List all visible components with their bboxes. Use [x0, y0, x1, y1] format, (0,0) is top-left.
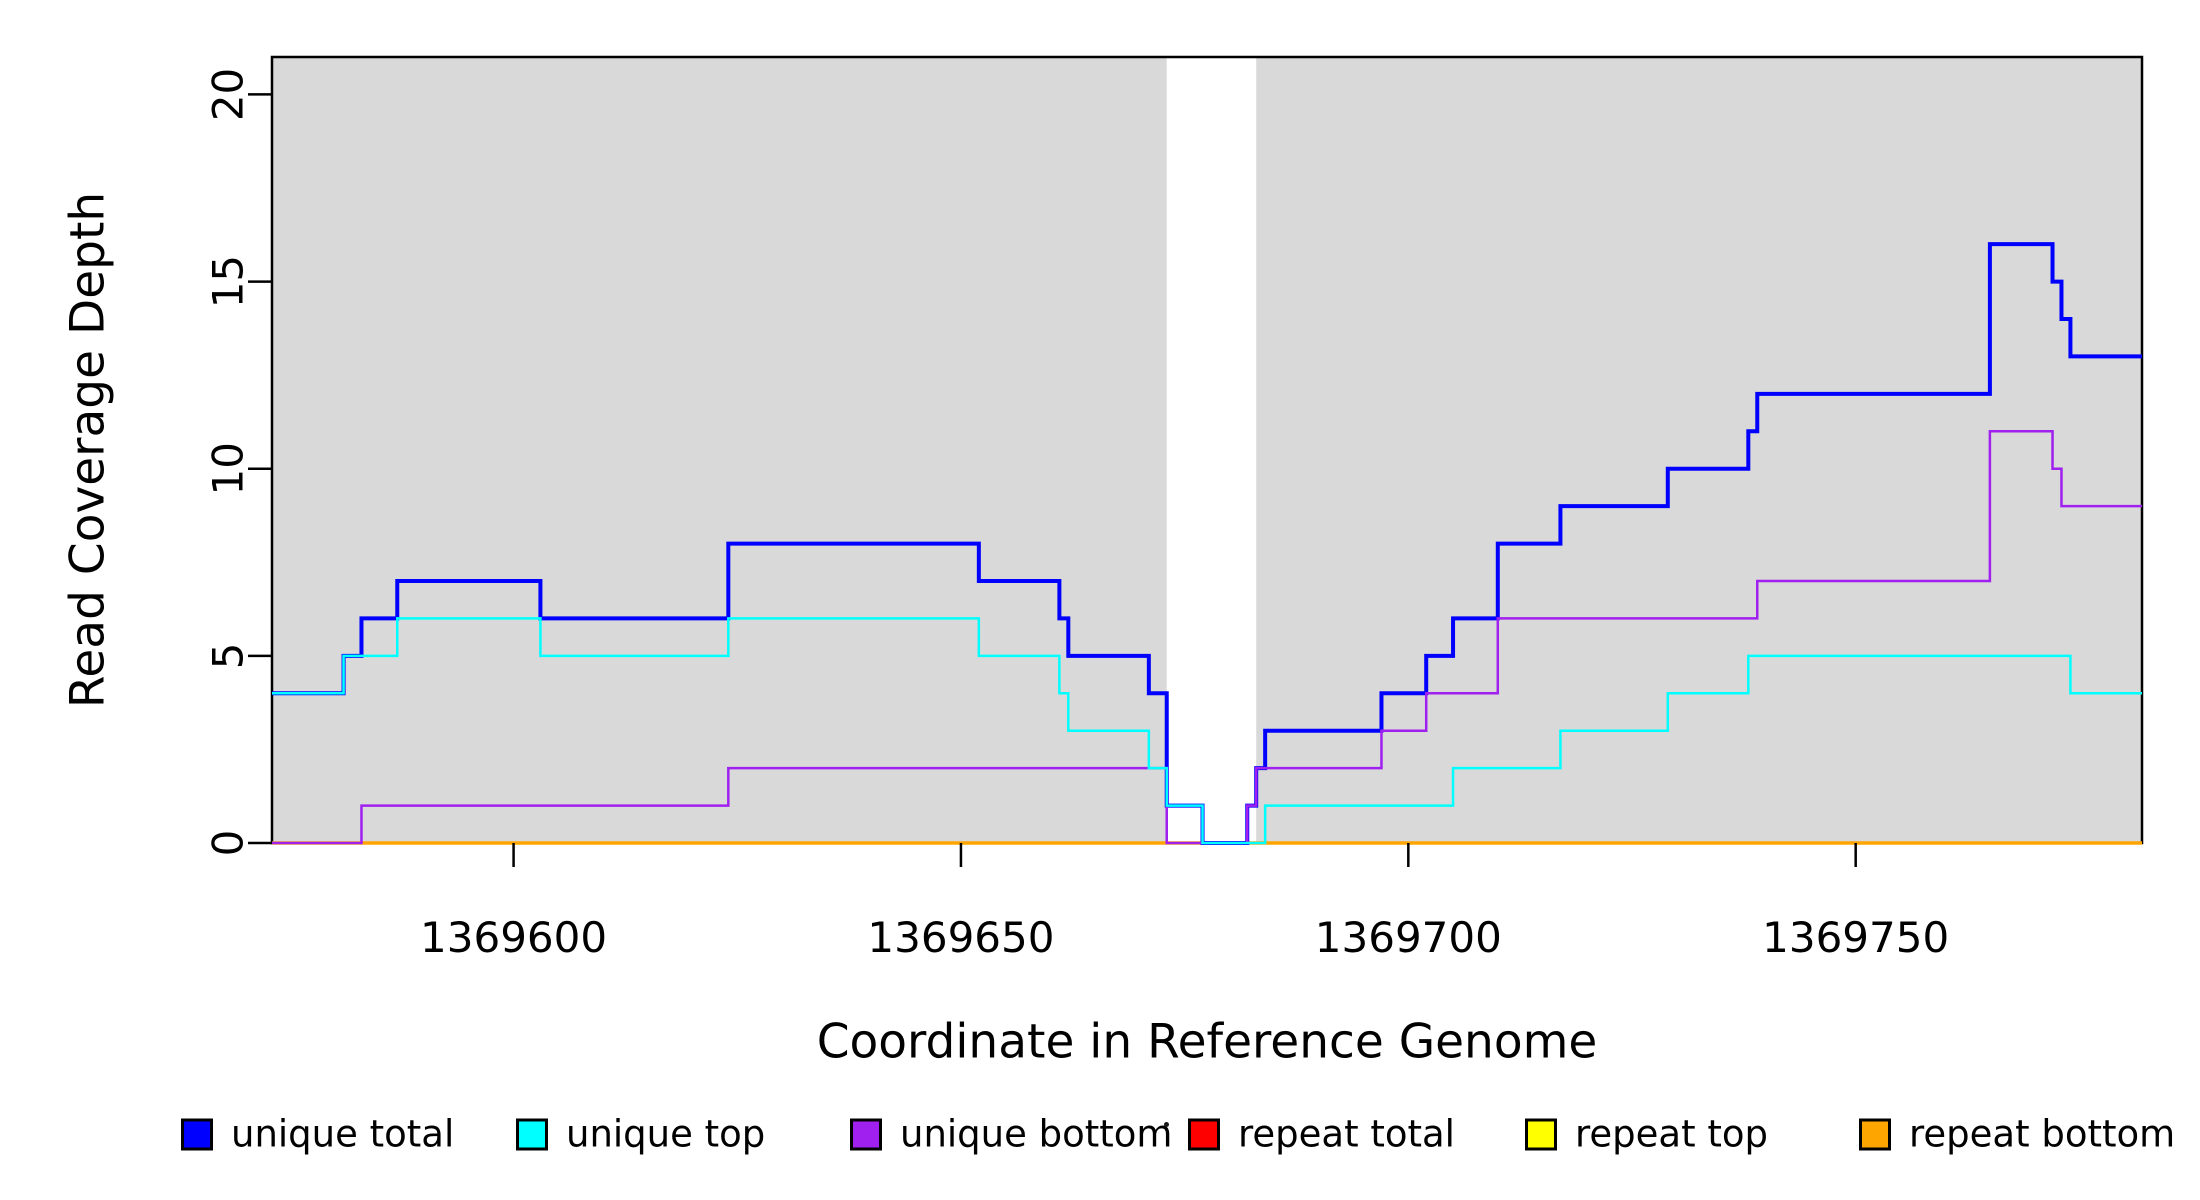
y-tick-label: 0 — [204, 830, 253, 857]
y-tick-label: 5 — [204, 642, 253, 669]
legend-label: unique bottom — [900, 1112, 1173, 1156]
legend-swatch-icon — [1188, 1118, 1220, 1150]
legend-label: unique total — [231, 1112, 455, 1156]
shaded-region — [1256, 57, 2142, 843]
legend-swatch-icon — [516, 1118, 548, 1150]
x-axis-title: Coordinate in Reference Genome — [816, 1014, 1598, 1070]
y-tick-label: 15 — [204, 255, 253, 308]
x-tick-label: 1369700 — [1315, 913, 1502, 962]
legend-item-unique-bottom: unique bottom — [850, 1113, 1172, 1156]
legend-item-repeat-bottom: repeat bottom — [1859, 1113, 2175, 1156]
x-tick-label: 1369600 — [420, 913, 607, 962]
legend-swatch-icon — [1525, 1118, 1557, 1150]
legend-label: repeat total — [1238, 1112, 1455, 1156]
y-tick-label: 20 — [204, 68, 253, 121]
legend-item-unique-top: unique top — [516, 1113, 765, 1156]
y-tick-label: 10 — [204, 442, 253, 495]
legend-label: repeat top — [1575, 1112, 1768, 1156]
legend-item-repeat-total: repeat total — [1188, 1113, 1455, 1156]
legend-item-repeat-top: repeat top — [1525, 1113, 1768, 1156]
stray-dot — [1164, 1122, 1169, 1127]
legend-label: unique top — [566, 1112, 766, 1156]
shaded-region — [272, 57, 1167, 843]
legend-swatch-icon — [850, 1118, 882, 1150]
series-line-unique-top — [272, 617, 2142, 845]
series-line-unique-bottom — [272, 430, 2142, 845]
x-tick-label: 1369750 — [1762, 913, 1949, 962]
legend-item-unique-total: unique total — [181, 1113, 454, 1156]
x-tick-label: 1369650 — [867, 913, 1054, 962]
y-axis-title: Read Coverage Depth — [60, 191, 116, 709]
legend-label: repeat bottom — [1909, 1112, 2176, 1156]
legend-swatch-icon — [1859, 1118, 1891, 1150]
legend-swatch-icon — [181, 1118, 213, 1150]
